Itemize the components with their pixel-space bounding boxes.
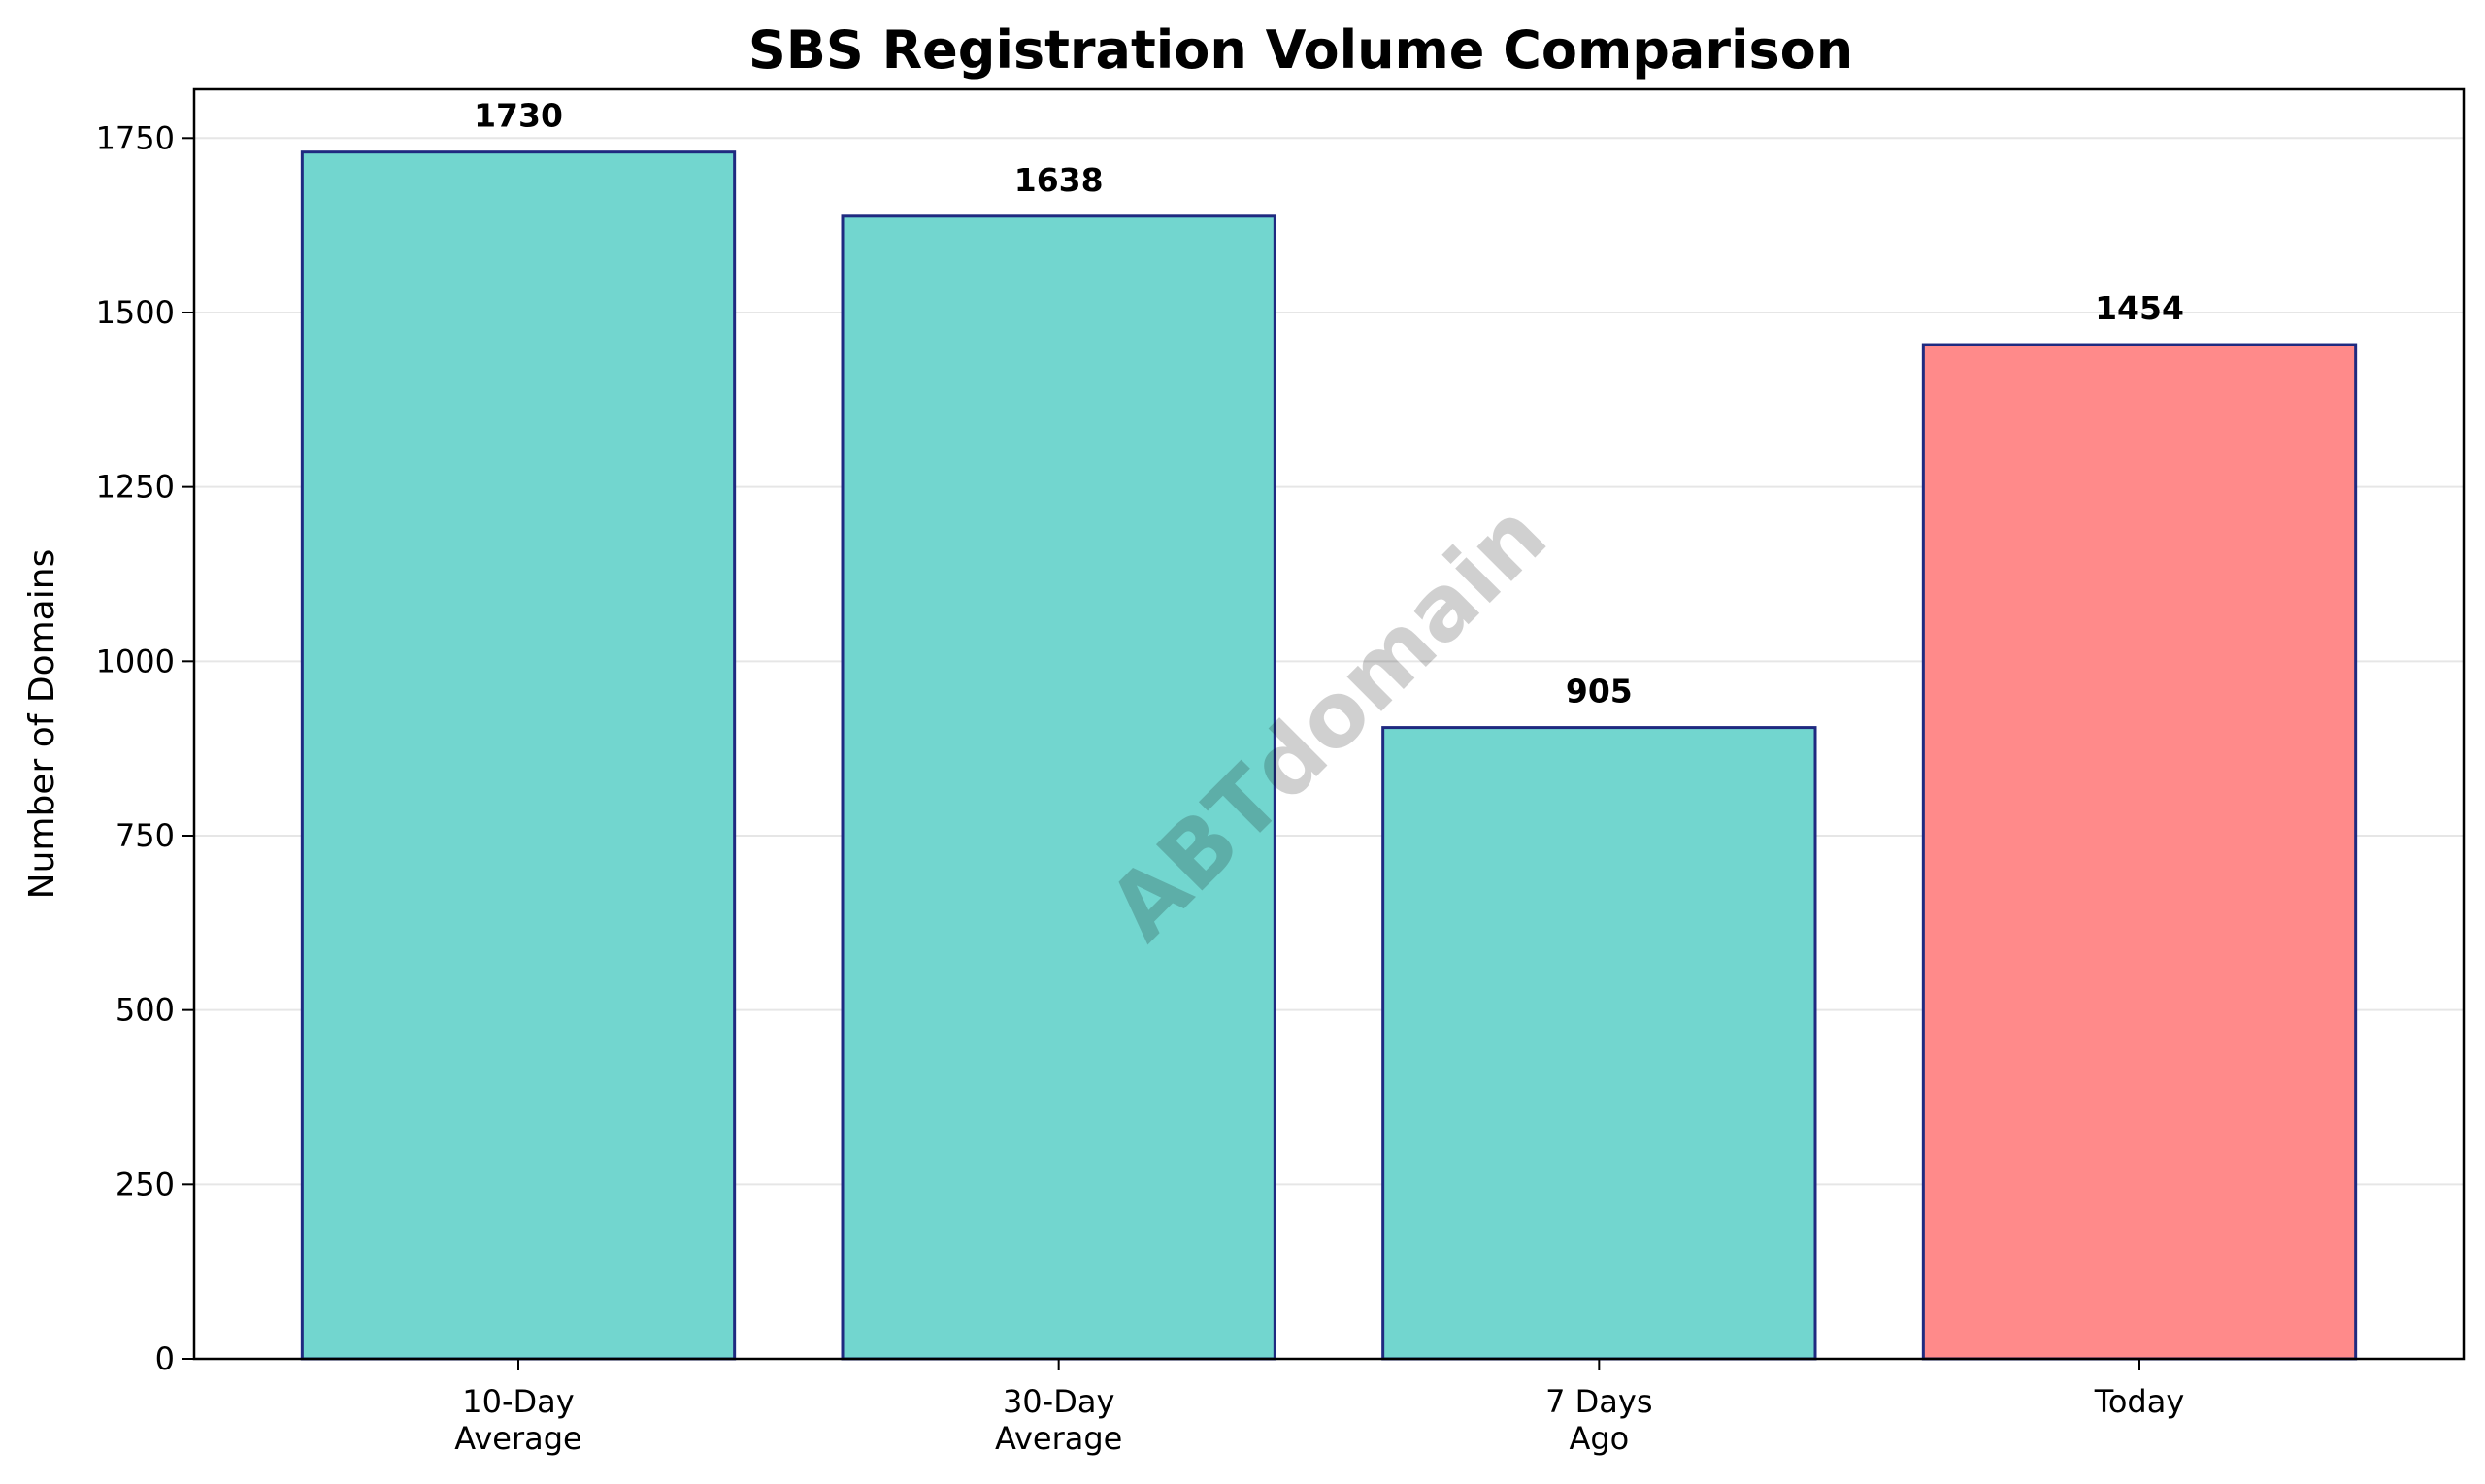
y-tick-label: 1000 <box>96 643 175 679</box>
x-tick-label: Today <box>2094 1383 2185 1420</box>
x-tick-label: 30-Day <box>1003 1383 1114 1420</box>
y-axis-ticks: 0 250 500 750 1000 1250 1500 1750 <box>96 119 194 1377</box>
y-tick-label: 0 <box>155 1340 175 1377</box>
x-tick-label: 10-Day <box>462 1383 574 1420</box>
chart-title: SBS Registration Volume Comparison <box>748 19 1853 81</box>
y-tick-label: 1250 <box>96 469 175 506</box>
bar <box>841 214 1276 1361</box>
x-tick-label: 7 Days <box>1545 1383 1652 1420</box>
bar-value-label: 1638 <box>1014 161 1104 199</box>
y-tick-label: 500 <box>116 992 175 1029</box>
bar-value-label: 1454 <box>2095 289 2184 327</box>
y-axis-label: Number of Domains <box>22 549 62 900</box>
y-tick-label: 250 <box>116 1166 175 1203</box>
bar <box>1381 726 1817 1361</box>
y-tick-label: 750 <box>116 817 175 854</box>
bar-value-label: 905 <box>1566 673 1633 710</box>
data-labels: 1730 1638 905 1454 <box>474 97 2184 710</box>
bar <box>300 150 737 1361</box>
y-tick-label: 1500 <box>96 294 175 331</box>
y-tick-label: 1750 <box>96 119 175 156</box>
plot-frame <box>192 87 2466 1361</box>
x-tick-label: Average <box>454 1420 581 1457</box>
x-tick-label: Average <box>995 1420 1122 1457</box>
x-tick-label: Ago <box>1569 1420 1629 1457</box>
bar <box>1921 343 2358 1361</box>
bars <box>300 150 2358 1361</box>
bar-value-label: 1730 <box>474 97 563 135</box>
